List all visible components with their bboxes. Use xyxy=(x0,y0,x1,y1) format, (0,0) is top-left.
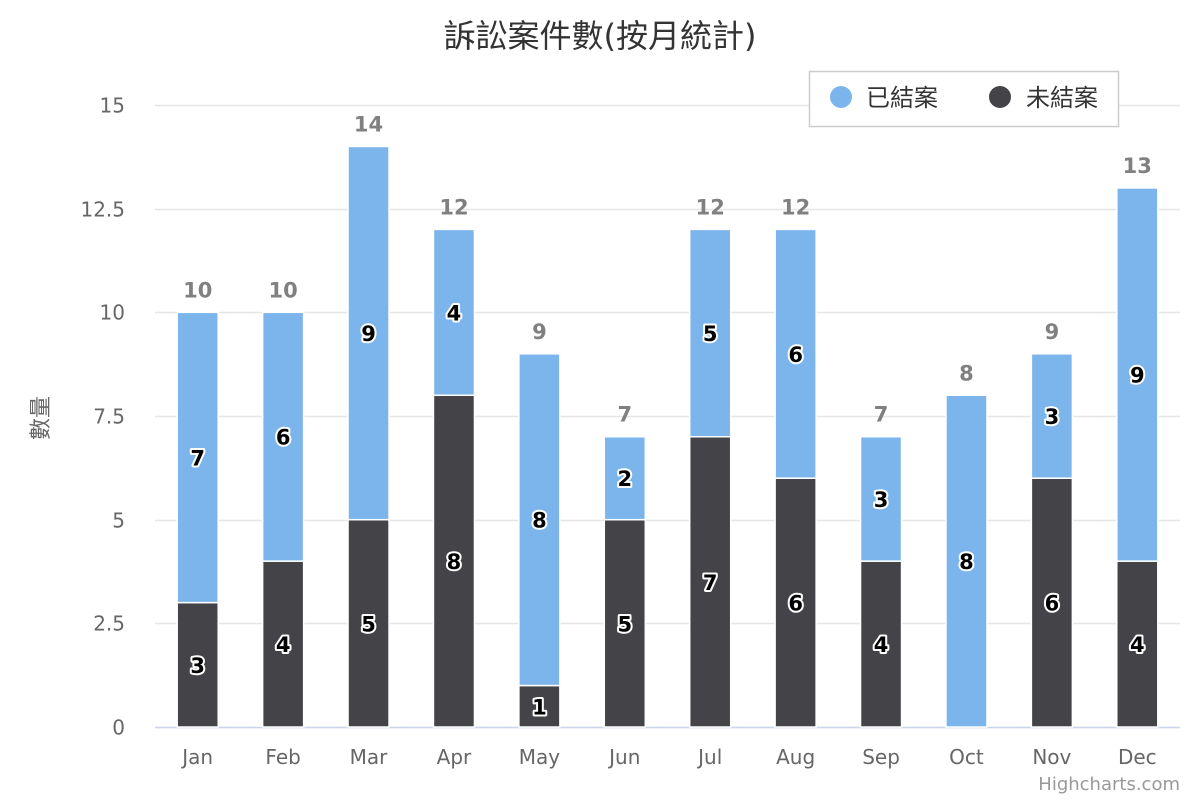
bar-closed-jun[interactable] xyxy=(603,435,647,521)
y-tick-label: 10 xyxy=(100,301,125,325)
bar-open-jan[interactable] xyxy=(176,601,219,728)
credits-link[interactable]: Highcharts.com xyxy=(1038,774,1180,795)
bar-open-sep[interactable] xyxy=(859,560,903,728)
x-tick-label: Jun xyxy=(607,745,640,769)
legend-marker-closed[interactable] xyxy=(830,86,852,108)
bar-open-jul[interactable] xyxy=(688,435,732,728)
data-label-closed: 3 xyxy=(1045,405,1060,429)
stack-total-label: 8 xyxy=(959,361,974,385)
x-tick-label: Jan xyxy=(180,745,213,769)
legend-item-open[interactable]: 未結案 xyxy=(1026,84,1098,112)
legend-item-closed[interactable]: 已結案 xyxy=(866,84,938,112)
x-tick-label: Mar xyxy=(350,745,389,769)
y-tick-label: 12.5 xyxy=(80,198,125,222)
x-tick-label: Aug xyxy=(776,745,815,769)
stack-total-label: 7 xyxy=(617,403,632,427)
data-label-closed: 4 xyxy=(447,301,462,325)
stack-total-label: 14 xyxy=(354,112,383,136)
bar-open-nov[interactable] xyxy=(1030,477,1074,728)
bar-closed-feb[interactable] xyxy=(261,311,305,562)
data-labels: 3 7 10 4 6 10 5 9 14 8 4 12 1 8 9 5 2 7 7 5 12 6 6 12 4 3 7 8 8 6 3 9 4 9… xyxy=(183,112,1152,721)
y-axis: 0 2.5 5 7.5 10 12.5 15 xyxy=(80,94,125,740)
bar-closed-jan[interactable] xyxy=(176,311,219,604)
stack-total-label: 12 xyxy=(696,195,725,219)
y-tick-label: 2.5 xyxy=(93,612,125,636)
data-label-closed: 6 xyxy=(788,343,803,367)
data-label-closed: 8 xyxy=(532,509,547,533)
data-label-closed: 3 xyxy=(874,488,889,512)
x-tick-label: Jul xyxy=(696,745,722,769)
x-tick-label: Sep xyxy=(862,745,900,769)
data-label-open: 4 xyxy=(276,633,291,657)
data-label-closed: 9 xyxy=(1130,364,1145,388)
legend-box xyxy=(808,70,1120,128)
bar-closed-aug[interactable] xyxy=(774,228,817,479)
stack-total-label: 10 xyxy=(269,278,298,302)
data-label-open: 6 xyxy=(788,592,803,616)
y-tick-label: 0 xyxy=(112,716,125,740)
bar-closed-nov[interactable] xyxy=(1030,353,1074,479)
data-label-open: 5 xyxy=(617,612,632,636)
data-label-closed: 7 xyxy=(190,446,205,470)
bar-open-jun[interactable] xyxy=(603,518,647,728)
stack-total-label: 12 xyxy=(439,195,468,219)
bar-open-mar[interactable] xyxy=(347,518,390,728)
stack-total-label: 9 xyxy=(1045,320,1060,344)
grid xyxy=(155,104,1180,729)
x-tick-label: May xyxy=(519,745,561,769)
data-label-open: 3 xyxy=(190,654,205,678)
stack-total-label: 13 xyxy=(1123,154,1152,178)
data-label-closed: 6 xyxy=(276,426,291,450)
plot-area xyxy=(176,145,1159,728)
x-tick-label: Apr xyxy=(437,745,472,769)
y-axis-title: 數量 xyxy=(29,396,54,440)
y-tick-label: 15 xyxy=(100,94,125,118)
bar-closed-oct[interactable] xyxy=(945,394,988,728)
bar-closed-dec[interactable] xyxy=(1116,187,1159,562)
bar-closed-jul[interactable] xyxy=(688,228,732,438)
bar-closed-apr[interactable] xyxy=(432,228,476,397)
legend-marker-open[interactable] xyxy=(989,86,1011,108)
data-label-closed: 5 xyxy=(703,322,718,346)
chart-title: 訴訟案件數(按月統計) xyxy=(444,17,757,55)
data-label-open: 4 xyxy=(1130,633,1145,657)
data-label-closed: 2 xyxy=(617,467,632,491)
data-label-open: 7 xyxy=(703,571,718,595)
bar-closed-may[interactable] xyxy=(518,353,561,687)
stack-total-label: 9 xyxy=(532,320,547,344)
x-tick-label: Nov xyxy=(1032,745,1071,769)
x-axis: Jan Feb Mar Apr May Jun Jul Aug Sep Oct Nov Dec xyxy=(180,745,1156,769)
stack-total-label: 7 xyxy=(874,403,889,427)
bar-open-feb[interactable] xyxy=(261,560,305,728)
data-label-open: 5 xyxy=(361,612,376,636)
data-label-open: 8 xyxy=(447,550,462,574)
y-tick-label: 5 xyxy=(112,509,125,533)
data-label-open: 6 xyxy=(1045,592,1060,616)
y-tick-label: 7.5 xyxy=(93,405,125,429)
data-label-open: 1 xyxy=(532,695,547,719)
data-label-closed: 8 xyxy=(959,550,974,574)
data-label-closed: 9 xyxy=(361,322,376,346)
bar-closed-mar[interactable] xyxy=(347,145,390,521)
bar-closed-sep[interactable] xyxy=(859,435,903,562)
data-label-open: 4 xyxy=(874,633,889,657)
stack-total-label: 12 xyxy=(781,195,810,219)
x-tick-label: Dec xyxy=(1118,745,1157,769)
stack-total-label: 10 xyxy=(183,278,212,302)
bar-open-may[interactable] xyxy=(518,684,561,728)
x-tick-label: Oct xyxy=(949,745,984,769)
legend[interactable]: 已結案 未結案 xyxy=(808,70,1120,128)
x-tick-label: Feb xyxy=(265,745,300,769)
